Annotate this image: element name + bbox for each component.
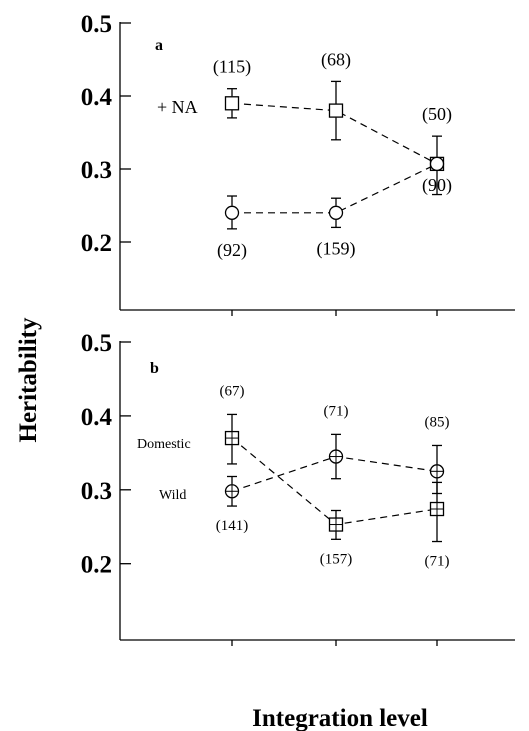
panel-b-letter: b [150,360,159,377]
panel-b: 0.5 0.4 0.3 0.2 (67) (157) (71) Domestic (141) (7… [81,330,515,646]
sample-size-label: (141) [216,518,249,534]
data-point-circle [429,156,445,172]
y-tick-label: 0.5 [81,330,112,357]
data-point-circle [328,205,344,220]
y-tick-label: 0.4 [81,84,113,111]
series-line [232,163,438,214]
sample-size-label: (159) [317,238,356,259]
panel-a: 0.5 0.4 0.3 0.2 (115) (68) (50) + NA (92) (159) (9… [81,11,515,316]
sample-size-label: (68) [321,49,351,70]
sample-size-label: (92) [217,240,247,261]
y-tick-label: 0.3 [81,478,112,505]
series-name-label: Wild [159,488,186,503]
data-point-square [328,103,344,118]
sample-size-label: (71) [324,403,349,419]
y-tick-label: 0.2 [81,552,112,579]
data-point-square [224,96,240,111]
sample-size-label: (115) [213,57,251,78]
y-tick-label: 0.3 [81,157,112,184]
series-name-label: Domestic [137,437,191,452]
sample-size-label: (90) [422,175,452,196]
sample-size-label: (71) [425,554,450,570]
data-point-circle [224,205,240,220]
sample-size-label: (157) [320,551,353,567]
sample-size-label: (50) [422,104,452,125]
series-line [231,102,438,165]
y-tick-label: 0.2 [81,230,112,257]
x-axis-title: Integration level [252,705,428,731]
series-name-label: + NA [157,97,198,117]
y-axis-title: Heritability [15,317,42,442]
panel-a-letter: a [155,37,163,54]
sample-size-label: (85) [425,414,450,430]
y-tick-label: 0.4 [81,404,113,431]
sample-size-label: (67) [220,383,245,399]
y-tick-label: 0.5 [81,11,112,38]
